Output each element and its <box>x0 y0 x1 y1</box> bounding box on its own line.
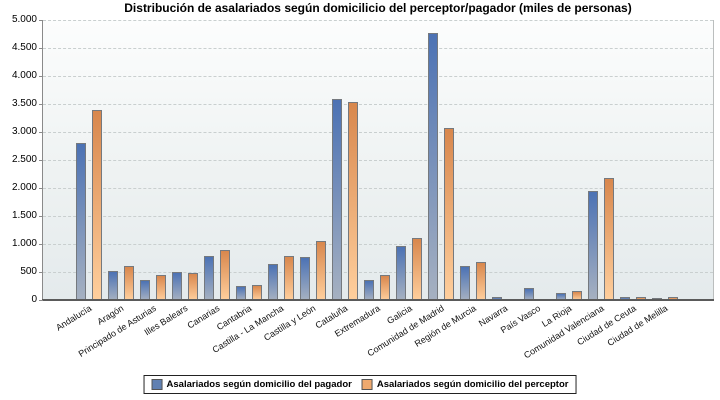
y-axis-label: 0 <box>31 294 37 305</box>
legend-item-pagador: Asalariados según domicilio del pagador <box>151 379 352 390</box>
y-axis-label: 3.500 <box>11 98 37 109</box>
bar-s2-16 <box>603 178 614 300</box>
gridline <box>43 20 713 21</box>
bar-s2-15 <box>571 291 582 300</box>
bar-s1-6 <box>267 264 278 300</box>
gridline <box>43 244 713 245</box>
chart-title: Distribución de asalariados según domici… <box>124 1 632 15</box>
y-axis-tick <box>39 216 43 217</box>
legend-label-perceptor: Asalariados según domicilio del percepto… <box>376 379 569 390</box>
legend-item-perceptor: Asalariados según domicilio del percepto… <box>361 379 569 390</box>
bar-s2-10 <box>411 238 422 300</box>
gridline <box>43 272 713 273</box>
bar-s2-12 <box>475 262 486 300</box>
y-axis-label: 1.000 <box>11 238 37 249</box>
bar-s2-11 <box>443 128 454 300</box>
bar-s2-1 <box>123 266 134 300</box>
bar-s2-6 <box>283 256 294 300</box>
gridline <box>43 216 713 217</box>
x-axis-label: Ciudad de Melilla <box>605 303 670 349</box>
bar-s2-0 <box>91 110 102 300</box>
gridline <box>43 76 713 77</box>
y-axis-tick <box>39 132 43 133</box>
gridline <box>43 188 713 189</box>
bar-s1-10 <box>395 246 406 300</box>
legend-swatch-perceptor-icon <box>361 379 373 390</box>
x-axis-label: Andalucía <box>54 303 94 333</box>
gridline <box>43 48 713 49</box>
bar-s2-8 <box>347 102 358 300</box>
bar-s1-15 <box>555 293 566 300</box>
bar-s1-3 <box>171 272 182 300</box>
bar-s1-7 <box>299 257 310 300</box>
bar-s1-5 <box>235 286 246 300</box>
bar-s1-2 <box>139 280 150 300</box>
bar-s2-17 <box>635 297 646 300</box>
bar-s1-16 <box>587 191 598 300</box>
y-axis-tick <box>39 20 43 21</box>
bar-s2-2 <box>155 275 166 300</box>
y-axis-label: 2.500 <box>11 154 37 165</box>
bar-s1-11 <box>427 33 438 300</box>
y-axis-label: 4.000 <box>11 70 37 81</box>
x-axis-line <box>42 299 714 301</box>
bar-s1-9 <box>363 280 374 300</box>
bar-s1-12 <box>459 266 470 300</box>
gridline <box>43 160 713 161</box>
legend: Asalariados según domicilio del pagador … <box>143 375 577 394</box>
bar-s1-14 <box>523 288 534 300</box>
bar-s1-1 <box>107 271 118 300</box>
y-axis-tick <box>39 48 43 49</box>
y-axis-tick <box>39 160 43 161</box>
y-axis-tick <box>39 244 43 245</box>
bar-s2-3 <box>187 273 198 300</box>
y-axis-label: 3.000 <box>11 126 37 137</box>
bar-s2-9 <box>379 275 390 300</box>
gridline <box>43 132 713 133</box>
legend-swatch-pagador-icon <box>151 379 163 390</box>
y-axis-label: 1.500 <box>11 210 37 221</box>
bar-s2-18 <box>667 297 678 300</box>
gridline <box>43 104 713 105</box>
bar-s1-0 <box>75 143 86 300</box>
y-axis-tick <box>39 300 43 301</box>
y-axis-label: 500 <box>20 266 37 277</box>
y-axis-label: 5.000 <box>11 14 37 25</box>
y-axis-tick <box>39 188 43 189</box>
bar-s1-8 <box>331 99 342 300</box>
y-axis-tick <box>39 272 43 273</box>
bar-s2-7 <box>315 241 326 300</box>
legend-label-pagador: Asalariados según domicilio del pagador <box>166 379 352 390</box>
bar-s1-17 <box>619 297 630 300</box>
bar-s1-13 <box>491 297 502 300</box>
bar-s2-4 <box>219 250 230 300</box>
y-axis-label: 4.500 <box>11 42 37 53</box>
plot-area <box>43 20 714 300</box>
bar-s1-4 <box>203 256 214 300</box>
y-axis-tick <box>39 76 43 77</box>
bar-s2-5 <box>251 285 262 300</box>
y-axis-tick <box>39 104 43 105</box>
y-axis-label: 2.000 <box>11 182 37 193</box>
